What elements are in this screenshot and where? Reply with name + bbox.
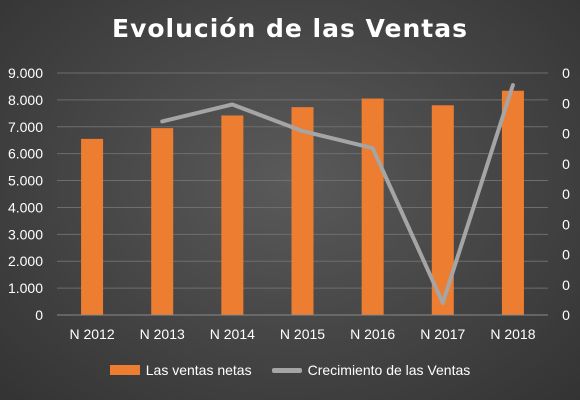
x-tick-label: N 2016 [350, 326, 395, 342]
y2-tick-label: 0 [562, 186, 570, 202]
y-tick-label: 0 [35, 307, 43, 323]
y2-tick-label: 0 [562, 277, 570, 293]
y-tick-label: 5.000 [8, 173, 43, 189]
y2-tick-label: 0 [562, 95, 570, 111]
y2-tick-label: 0 [562, 126, 570, 142]
legend-item-ventas-netas: Las ventas netas [109, 362, 252, 378]
y-tick-label: 4.000 [8, 199, 43, 215]
y-tick-label: 3.000 [8, 226, 43, 242]
y-tick-label: 2.000 [8, 253, 43, 269]
legend-item-crecimiento: Crecimiento de las Ventas [271, 362, 471, 378]
bar-n-2014 [221, 115, 244, 316]
y2-tick-label: 0 [562, 307, 570, 323]
y-axis-left: 0 1.000 2.000 3.000 4.000 5.000 6.000 7.000 8.00… [8, 65, 43, 323]
legend-swatch-line [271, 367, 302, 373]
x-tick-label: N 2018 [490, 326, 535, 342]
y-tick-label: 7.000 [8, 119, 43, 135]
legend-label-ventas-netas: Las ventas netas [145, 362, 252, 378]
x-tick-label: N 2014 [210, 326, 255, 342]
x-tick-label: N 2012 [69, 326, 114, 342]
y2-tick-label: 0 [562, 65, 570, 81]
y-axis-right: 0 0 0 0 0 0 0 0 0 [562, 65, 570, 323]
legend: Las ventas netas Crecimiento de las Vent… [0, 362, 580, 378]
x-tick-label: N 2015 [280, 326, 325, 342]
line-crecimiento-path [160, 83, 515, 305]
y-tick-label: 8.000 [8, 92, 43, 108]
bar-n-2016 [361, 98, 384, 316]
bar-n-2017 [431, 105, 454, 316]
x-axis: N 2012 N 2013 N 2014 N 2015 N 2016 N 2017 N 20… [57, 314, 548, 342]
y2-tick-label: 0 [562, 216, 570, 232]
legend-label-crecimiento: Crecimiento de las Ventas [307, 362, 471, 378]
bar-n-2018 [501, 90, 524, 315]
x-tick-label: N 2013 [140, 326, 185, 342]
chart-title: Evolución de las Ventas [112, 14, 468, 43]
y2-tick-label: 0 [562, 247, 570, 263]
y2-tick-label: 0 [562, 156, 570, 172]
x-tick-label: N 2017 [420, 326, 465, 342]
bar-n-2013 [151, 128, 174, 315]
bar-series-ventas-netas [81, 90, 524, 316]
line-series-crecimiento [160, 83, 515, 305]
y-tick-label: 6.000 [8, 146, 43, 162]
y-tick-label: 9.000 [8, 65, 43, 81]
y-tick-label: 1.000 [8, 280, 43, 296]
bar-n-2012 [81, 138, 104, 315]
legend-swatch-bar [109, 365, 140, 375]
bar-n-2015 [291, 107, 314, 315]
